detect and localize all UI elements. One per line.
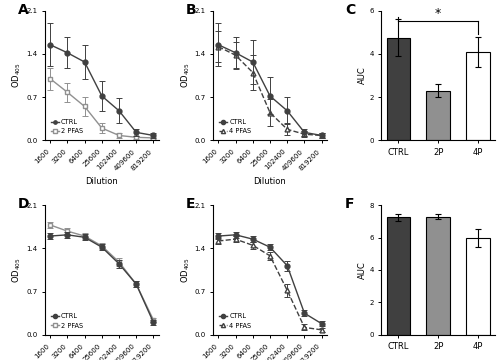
Bar (426, 91, 450, 140)
Text: E: E (186, 197, 196, 211)
Text: *: * (435, 7, 442, 20)
Legend: CTRL, 2 PFAS: CTRL, 2 PFAS (48, 116, 86, 137)
Y-axis label: OD$_{405}$: OD$_{405}$ (11, 63, 24, 89)
Text: D: D (18, 197, 29, 211)
Bar (386, 38, 410, 140)
X-axis label: Dilution: Dilution (86, 177, 118, 186)
Bar (466, 52, 490, 140)
Y-axis label: OD$_{405}$: OD$_{405}$ (179, 257, 192, 283)
Y-axis label: OD$_{405}$: OD$_{405}$ (11, 257, 24, 283)
Text: C: C (345, 3, 356, 17)
Legend: CTRL, 4 PFAS: CTRL, 4 PFAS (216, 116, 254, 137)
Y-axis label: AUC: AUC (358, 261, 366, 279)
Legend: CTRL, 2 PFAS: CTRL, 2 PFAS (48, 311, 86, 332)
Text: F: F (345, 197, 354, 211)
Y-axis label: OD$_{405}$: OD$_{405}$ (179, 63, 192, 89)
X-axis label: Dilution: Dilution (254, 177, 286, 186)
Y-axis label: AUC: AUC (358, 67, 366, 85)
Text: B: B (186, 3, 196, 17)
Legend: CTRL, 4 PFAS: CTRL, 4 PFAS (216, 311, 254, 332)
Text: A: A (18, 3, 28, 17)
Bar (386, 217, 410, 335)
Bar (426, 217, 450, 335)
Bar (466, 238, 490, 335)
